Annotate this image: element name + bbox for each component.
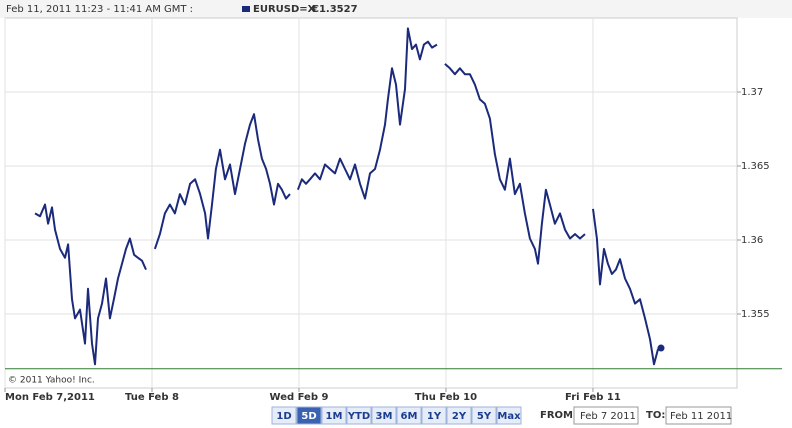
from-value: Feb 7 2011 [580, 411, 636, 422]
to-input[interactable] [665, 406, 732, 425]
range-button[interactable] [296, 406, 322, 425]
y-tick-label: 1.37 [741, 87, 763, 98]
range-button[interactable] [396, 406, 422, 425]
range-button-label: 5Y [477, 411, 492, 422]
from-label: FROM: [540, 410, 577, 421]
range-button-label: 6M [401, 411, 418, 422]
range-button[interactable] [371, 406, 397, 425]
range-button-label: 1Y [427, 411, 442, 422]
y-tick-label: 1.365 [741, 161, 770, 172]
range-button[interactable] [321, 406, 347, 425]
from-input[interactable] [573, 406, 639, 425]
legend-name: EURUSD=X [253, 4, 316, 15]
last-point [657, 344, 665, 352]
range-button[interactable] [421, 406, 447, 425]
x-tick-label: Wed Feb 9 [270, 392, 329, 403]
y-tick-label: 1.355 [741, 309, 770, 320]
range-button[interactable] [271, 406, 297, 425]
y-tick-label: 1.36 [741, 235, 763, 246]
plot-area [4, 17, 738, 389]
range-button-label: 3M [376, 411, 393, 422]
header-bar [0, 0, 792, 18]
x-tick-label: Fri Feb 11 [565, 392, 621, 403]
copyright: © 2011 Yahoo! Inc. [8, 376, 95, 386]
to-label: TO: [646, 410, 665, 421]
x-tick-label: Mon Feb 7,2011 [5, 392, 95, 403]
range-button[interactable] [496, 406, 522, 425]
range-button[interactable] [471, 406, 497, 425]
legend-value: €1.3527 [311, 4, 358, 15]
legend-swatch [242, 6, 250, 12]
range-button-label: 1M [326, 411, 343, 422]
range-button-label: 5D [301, 411, 316, 422]
range-button[interactable] [346, 406, 372, 425]
x-tick-label: Tue Feb 8 [125, 392, 179, 403]
range-button-label: 1D [276, 411, 291, 422]
range-button-label: Max [497, 411, 521, 422]
header-range: Feb 11, 2011 11:23 - 11:41 AM GMT : [6, 4, 193, 15]
range-button-label: YTD [347, 411, 370, 422]
to-value: Feb 11 2011 [670, 411, 732, 422]
x-tick-label: Thu Feb 10 [415, 392, 477, 403]
price-line [34, 27, 662, 366]
range-button[interactable] [446, 406, 472, 425]
range-button-label: 2Y [452, 411, 467, 422]
